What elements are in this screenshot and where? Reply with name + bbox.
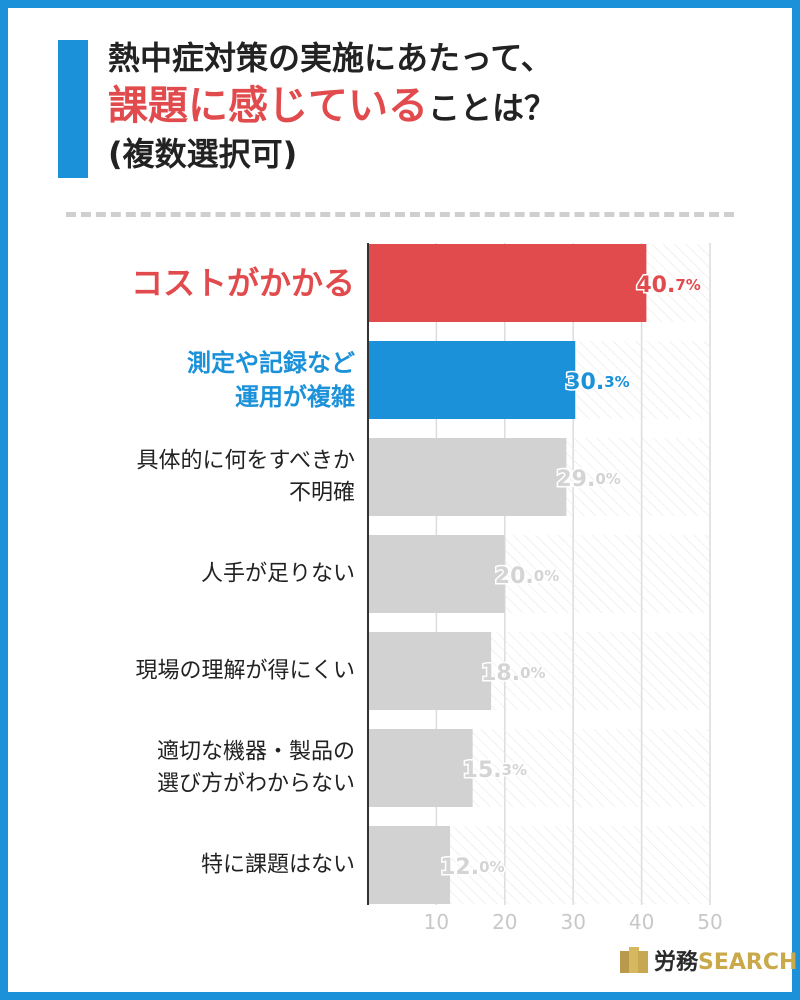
title-line-1: 熱中症対策の実施にあたって、 <box>108 39 553 77</box>
chart-title: 熱中症対策の実施にあたって、 課題に感じていることは？ (複数選択可) <box>108 34 748 176</box>
bar <box>368 632 492 710</box>
dashed-divider <box>66 212 734 217</box>
bar <box>368 244 647 322</box>
category-label: 人手が足りない <box>201 562 355 587</box>
bar <box>368 438 567 516</box>
tick-label: 20 <box>492 910 517 934</box>
logo-book-icon <box>620 947 648 973</box>
category-label: 運用が複雑 <box>235 383 355 411</box>
brand-logo: 労務SEARCH <box>620 944 797 976</box>
category-label: 適切な機器・製品の <box>157 740 355 765</box>
value-label: 12.0% <box>440 855 504 880</box>
category-label: 現場の理解が得にくい <box>135 659 355 684</box>
value-label: 29.0% <box>556 467 620 492</box>
category-label: 特に課題はない <box>201 853 355 878</box>
title-accent-bar <box>58 40 88 178</box>
bar <box>368 826 451 904</box>
value-label: 40.7% <box>636 273 700 298</box>
tick-label: 40 <box>629 910 654 934</box>
tick-label: 10 <box>424 910 449 934</box>
tick-label: 50 <box>697 910 722 934</box>
category-label: 具体的に何をすべきか <box>137 449 355 474</box>
logo-jp: 労務 <box>654 950 699 975</box>
title-line-3: (複数選択可) <box>108 135 298 173</box>
bar <box>368 341 576 419</box>
value-label: 18.0% <box>481 661 545 686</box>
category-label: 測定や記録など <box>187 349 355 377</box>
title-line-2-rest: ことは？ <box>428 89 557 127</box>
title-line-2: 課題に感じていることは？ <box>108 82 748 132</box>
category-label: 不明確 <box>289 481 355 506</box>
bar <box>368 535 505 613</box>
value-label: 15.3% <box>463 758 527 783</box>
value-label: 30.3% <box>565 370 629 395</box>
value-label: 20.0% <box>495 564 559 589</box>
title-highlight: 課題に感じている <box>108 83 428 129</box>
logo-en: SEARCH <box>698 950 798 975</box>
tick-label: 30 <box>560 910 585 934</box>
bar <box>368 729 473 807</box>
category-label: コストがかかる <box>131 264 355 302</box>
category-label: 選び方がわからない <box>157 772 355 797</box>
